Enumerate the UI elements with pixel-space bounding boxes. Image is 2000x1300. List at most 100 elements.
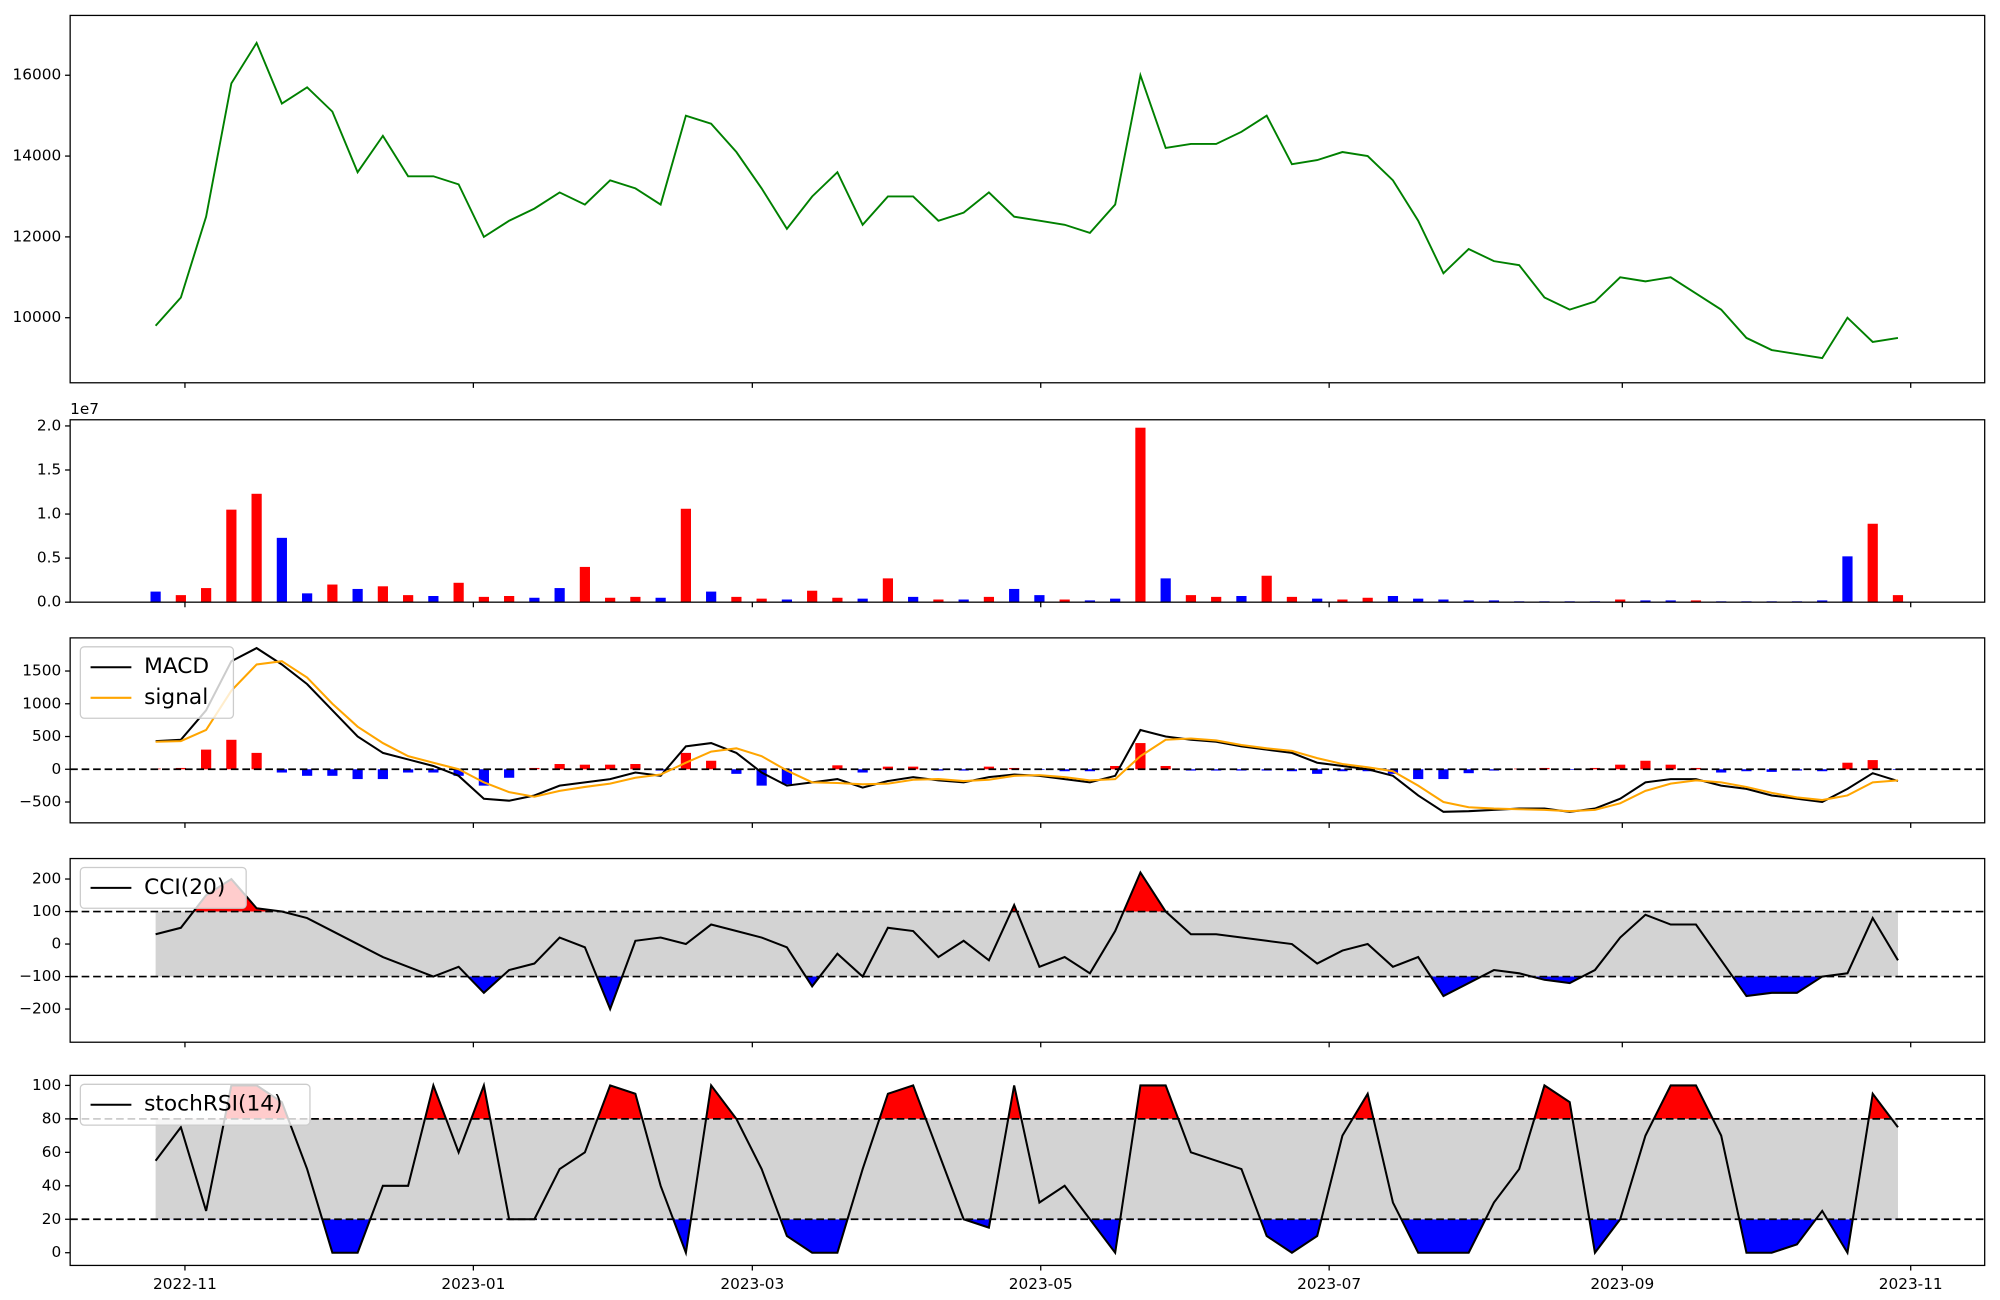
volume-bar [150, 591, 161, 603]
hist-bar [832, 765, 843, 770]
volume-bar [377, 586, 388, 603]
y-tick-label: 1000 [22, 694, 61, 712]
volume-bar [352, 588, 363, 603]
plot-area [70, 1081, 1985, 1257]
volume-bar [1463, 600, 1474, 603]
y-tick-label: 0 [51, 760, 61, 778]
volume-bar [605, 597, 616, 603]
volume-bar [1337, 599, 1348, 603]
hist-bar [377, 769, 388, 780]
y-tick-label: 10000 [13, 308, 62, 326]
volume-bar [857, 598, 868, 603]
volume-bar [1312, 598, 1323, 603]
volume-bar [1110, 598, 1121, 603]
x-tick-label: 2023-03 [720, 1275, 784, 1293]
volume-bar [1059, 599, 1070, 603]
legend-label: signal [144, 685, 208, 710]
plot-area [154, 40, 1899, 360]
hist-bar [630, 764, 641, 770]
legend-label: CCI(20) [144, 875, 225, 900]
legend-box [79, 646, 235, 719]
y-tick-label: 2.0 [37, 416, 61, 434]
volume-bar [756, 598, 767, 603]
legend-label: stochRSI(14) [144, 1092, 282, 1117]
frame [69, 857, 1986, 1043]
hist-bar [251, 752, 262, 770]
volume-bar [655, 597, 666, 603]
volume-bar [1438, 599, 1449, 603]
hist-bar [1615, 764, 1626, 770]
hist-bar [327, 769, 338, 776]
y-tick-label: 60 [42, 1143, 61, 1161]
volume-bar [428, 596, 439, 603]
y-tick-label: 1.5 [37, 460, 61, 478]
hist-bar [201, 749, 212, 770]
hist-bar [1867, 760, 1878, 770]
volume-bar [983, 596, 995, 603]
hist-bar [1110, 765, 1121, 770]
x-tick-label: 2023-05 [1009, 1275, 1073, 1293]
hist-bar [857, 769, 868, 773]
volume-bar [226, 509, 237, 603]
volume-bar [1084, 600, 1096, 603]
hist-bar [1766, 769, 1777, 772]
hist-bar [579, 764, 590, 770]
hist-bar [352, 769, 363, 780]
y-tick-label: 20 [42, 1210, 61, 1228]
hist-bar [1160, 765, 1171, 770]
x-tick-label: 2023-07 [1297, 1275, 1361, 1293]
band [155, 911, 1898, 977]
indicator-line [155, 646, 1899, 813]
volume-bar [882, 578, 894, 603]
y-tick-label: 80 [42, 1109, 61, 1127]
hist-bar [302, 769, 313, 776]
legend-box [79, 1083, 311, 1126]
hist-bar [958, 769, 969, 771]
volume-bar [201, 588, 212, 603]
volume-bar [554, 588, 565, 603]
volume-bar [933, 599, 944, 603]
hist-bar [1312, 769, 1323, 774]
volume-bar [1160, 578, 1171, 603]
indicator-line [155, 660, 1899, 813]
x-tick-label: 2022-11 [153, 1275, 217, 1293]
volume-bar [1387, 596, 1399, 603]
hist-bar [504, 769, 515, 778]
hist-bar [453, 769, 464, 776]
volume-bar [630, 596, 641, 603]
volume-bar [1236, 596, 1247, 603]
hist-bar [1084, 769, 1096, 772]
band [155, 1118, 1898, 1220]
plot-area [150, 427, 1904, 603]
volume-bar [276, 537, 287, 603]
x-tick-label: 2023-01 [441, 1275, 505, 1293]
hist-bar [428, 769, 439, 773]
hist-bar [1716, 769, 1727, 773]
hist-bar [1589, 767, 1601, 770]
volume-bar [1640, 600, 1651, 603]
hist-bar [1211, 769, 1222, 771]
volume-bar [478, 596, 489, 603]
frame [69, 637, 1986, 824]
hist-bar [1817, 769, 1828, 772]
hist-bar [1741, 769, 1752, 772]
hist-bar [731, 769, 742, 774]
volume-bar [1892, 595, 1904, 603]
hist-bar [1438, 769, 1449, 780]
hist-bar [1665, 764, 1676, 770]
volume-bar [1488, 600, 1500, 603]
hist-bar [1337, 769, 1348, 772]
volume-bar [731, 596, 742, 603]
x-tick-label: 2023-09 [1590, 1275, 1654, 1293]
y-tick-label: 0 [51, 935, 61, 953]
y-tick-label: 200 [32, 870, 61, 888]
volume-bar [504, 596, 515, 603]
y-tick-label: 0 [51, 1243, 61, 1261]
y-tick-label: 100 [32, 902, 61, 920]
hist-bar [1463, 769, 1474, 774]
hist-bar [226, 739, 237, 770]
volume-bar [579, 566, 590, 603]
volume-bar [327, 584, 338, 603]
hist-bar [1286, 769, 1298, 772]
